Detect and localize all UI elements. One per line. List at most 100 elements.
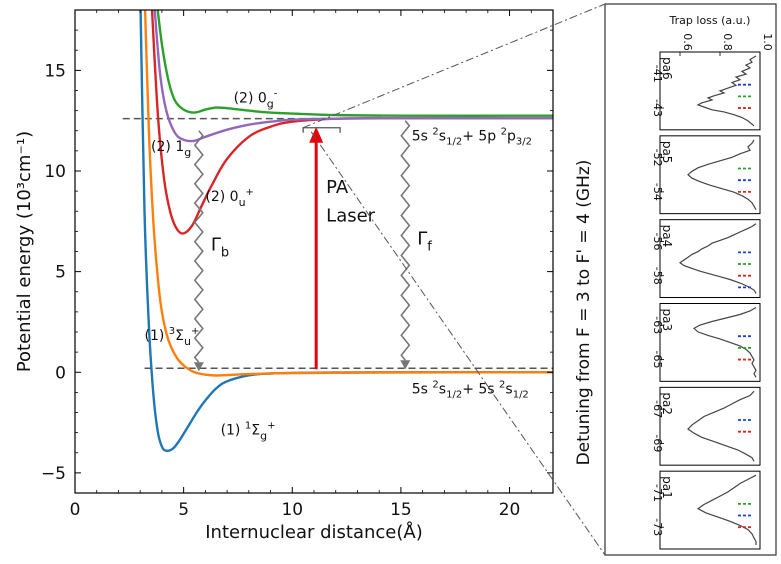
curves — [139, 10, 553, 452]
text-span: b — [221, 245, 229, 260]
inset-x-label: Trap loss (a.u.) — [669, 14, 751, 27]
inset-panel-4 — [659, 303, 761, 382]
inset-y-tick-label: -41 — [651, 65, 664, 83]
text-span: Σ — [251, 423, 260, 439]
text-span: s — [505, 381, 512, 397]
main-chart: (1) 1Σg+(1) 3Σu+(2) 0u+(2) 1g(2) 0g-PALa… — [14, 9, 554, 543]
inset-trace-2 — [687, 139, 757, 210]
y-tick-label-1: 0 — [55, 363, 66, 383]
series-line-4 — [156, 10, 553, 117]
text-span: (2) 0 — [205, 189, 238, 205]
text-span: 5s — [412, 381, 433, 397]
inset-y-tick-label: -65 — [651, 351, 664, 369]
inset-panel-label-6: pa1 — [660, 476, 674, 499]
text-span: + — [267, 421, 275, 432]
text-span: Γ — [211, 234, 221, 255]
inset-panel-6 — [659, 470, 761, 550]
text-span: + — [191, 326, 199, 337]
text-span: (2) 1 — [151, 139, 184, 155]
inset-trace-6 — [696, 474, 757, 545]
inset-panel-3 — [659, 219, 761, 299]
text-span: f — [427, 239, 432, 254]
decay-arrowhead-0 — [193, 362, 204, 372]
inset-y-tick-label: -69 — [651, 434, 664, 452]
decay-arrowhead-1 — [400, 360, 411, 370]
text-span: + 5s — [462, 381, 499, 397]
inset-panel-label-3: pa4 — [660, 225, 674, 248]
text-span: s — [439, 129, 446, 145]
series-label-0: (1) 1Σg+ — [221, 421, 276, 443]
inset-panel-1 — [659, 51, 761, 131]
x-tick-label-2: 10 — [281, 500, 303, 520]
inset-y-tick-label: -73 — [651, 518, 664, 536]
inset-y-tick-label: -63 — [651, 316, 664, 334]
text-span: (1) — [145, 328, 169, 344]
x-tick-label-1: 5 — [178, 500, 189, 520]
inset-panel-label-2: pa5 — [660, 141, 674, 164]
inset-y-tick-label: -67 — [651, 400, 664, 418]
text-span: 1 — [245, 421, 251, 432]
decay-wave-1 — [400, 120, 411, 361]
zoom-connector-lines — [302, 3, 777, 556]
inset-y-tick-label: -71 — [651, 484, 664, 502]
inset-trace-4 — [692, 306, 757, 378]
text-span: 2 — [499, 379, 505, 390]
text-span: + — [246, 187, 254, 198]
text-span: Σ — [175, 328, 184, 344]
inset-y-tick-label: -58 — [651, 267, 664, 285]
decay-label-0: Γb — [211, 234, 229, 260]
x-axis-label: Internuclear distance(Å) — [205, 521, 423, 543]
text-span: 2 — [501, 127, 507, 138]
text-span: g — [184, 146, 191, 159]
text-span: s — [439, 381, 446, 397]
text-span: 2 — [432, 127, 438, 138]
inset-border — [604, 3, 777, 556]
inset-y-label: Detuning from F = 3 to F' = 4 (GHz) — [574, 160, 594, 466]
inset-panel-label-5: pa2 — [660, 392, 674, 415]
text-span: u — [184, 335, 191, 348]
asymptote-label-0: 5s 2s1/2+ 5p 2p3/2 — [412, 127, 532, 148]
text-span: u — [239, 196, 246, 209]
inset-x-tick-label-1: 0.8 — [721, 33, 734, 51]
y-tick-label-3: 10 — [44, 162, 66, 182]
zoom-line-top — [302, 3, 606, 129]
text-span: 5s — [412, 129, 433, 145]
decay-label-1: Γf — [417, 228, 432, 254]
text-span: 3 — [169, 326, 175, 337]
inset-x-tick-label-2: 1.0 — [761, 33, 774, 51]
inset-panel-label-4: pa3 — [660, 309, 674, 332]
inset-y-tick-label: -56 — [651, 232, 664, 250]
zoom-bracket — [302, 127, 341, 133]
text-span: (2) 0 — [234, 91, 267, 107]
series-line-1 — [143, 10, 553, 377]
inset-x-tick-label-0: 0.6 — [681, 33, 694, 51]
text-span: 3/2 — [516, 137, 532, 148]
asymptote-label-1: 5s 2s1/2+ 5s 2s1/2 — [412, 379, 529, 400]
y-tick-label-4: 15 — [44, 61, 66, 81]
decay-wave-0 — [193, 130, 204, 363]
inset-panel-2 — [659, 135, 761, 215]
x-tick-label-0: 0 — [70, 500, 81, 520]
series-label-4: (2) 0g- — [234, 89, 278, 111]
series-label-2: (2) 0u+ — [205, 187, 254, 209]
inset-y-tick-label: -54 — [651, 183, 664, 201]
y-axis-label: Potential energy (10³cm⁻¹) — [14, 131, 35, 372]
zoom-line-bottom — [310, 131, 606, 556]
x-tick-label-4: 20 — [499, 500, 521, 520]
text-span: (1) — [221, 423, 245, 439]
text-span: p — [507, 129, 516, 145]
inset-panel-5 — [659, 386, 761, 466]
text-span: 2 — [432, 379, 438, 390]
y-tick-label-2: 5 — [55, 263, 66, 283]
text-span: + 5p — [462, 129, 500, 145]
text-span: 1/2 — [513, 389, 529, 400]
inset-trace-1 — [696, 55, 757, 127]
inset-y-tick-label: -52 — [651, 149, 664, 167]
inset-trace-3 — [678, 223, 757, 294]
inset-panel-label-1: pa6 — [660, 57, 674, 80]
x-tick-label-3: 15 — [390, 500, 412, 520]
text-span: g — [260, 430, 267, 443]
series-label-3: (2) 1g — [151, 139, 191, 159]
pa-laser-arrowhead — [309, 126, 324, 143]
